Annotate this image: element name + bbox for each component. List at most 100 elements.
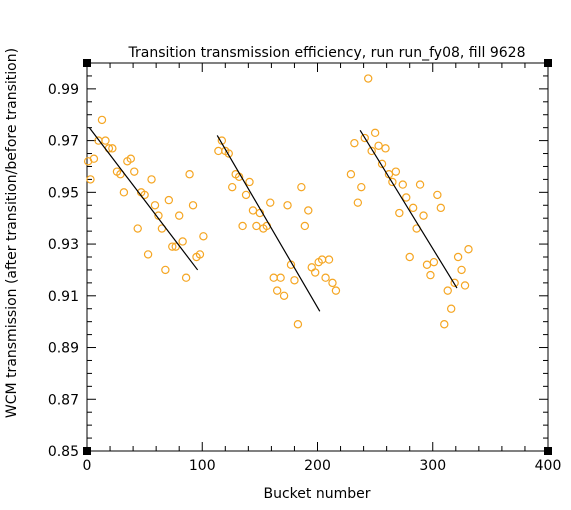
axis-ticks: 0 100 200 300 400 0.85 0.87 0.89 0.91 0.93 0.95 0.9… xyxy=(48,62,562,474)
data-point xyxy=(185,170,194,179)
data-point xyxy=(446,304,456,313)
data-point xyxy=(130,167,139,176)
data-point xyxy=(388,177,397,187)
data-point xyxy=(174,211,184,220)
data-point xyxy=(395,208,404,218)
y-tick-label: 0.93 xyxy=(48,237,79,253)
data-point xyxy=(143,250,153,259)
data-point xyxy=(381,144,390,153)
data-point xyxy=(241,190,251,200)
data-point xyxy=(450,278,459,288)
data-point xyxy=(415,180,425,189)
data-point xyxy=(422,260,432,269)
data-point xyxy=(443,286,452,295)
data-point xyxy=(283,201,292,210)
x-tick-label: 200 xyxy=(304,458,331,474)
data-point xyxy=(276,273,285,282)
data-point xyxy=(464,245,473,254)
data-point xyxy=(147,175,156,184)
data-point xyxy=(228,182,237,192)
plot-frame xyxy=(83,59,552,455)
fit-line xyxy=(216,135,321,312)
y-tick-label: 0.85 xyxy=(48,444,79,460)
x-axis-label: Bucket number xyxy=(264,486,371,502)
data-points xyxy=(83,74,473,329)
data-point xyxy=(119,188,129,197)
fit-line xyxy=(359,129,458,289)
data-point xyxy=(188,201,198,210)
data-point xyxy=(269,273,278,282)
data-point xyxy=(178,237,187,246)
data-point xyxy=(150,201,160,210)
data-point xyxy=(248,206,258,215)
x-tick-label: 400 xyxy=(535,458,562,474)
chart-title: Transition transmission efficiency, run … xyxy=(128,45,526,61)
data-point xyxy=(108,144,117,153)
x-tick-label: 100 xyxy=(189,458,216,474)
data-point xyxy=(457,265,466,275)
data-point xyxy=(391,167,401,176)
y-tick-label: 0.97 xyxy=(48,134,79,150)
data-point xyxy=(310,268,320,277)
y-tick-label: 0.87 xyxy=(48,392,79,408)
data-point xyxy=(328,278,337,288)
data-point xyxy=(199,232,208,241)
data-point xyxy=(429,257,439,267)
data-point xyxy=(405,252,414,262)
data-point xyxy=(350,138,359,148)
data-point xyxy=(297,182,306,192)
data-point xyxy=(453,252,463,262)
data-point xyxy=(245,177,254,187)
data-point xyxy=(374,141,383,150)
data-point xyxy=(126,154,135,163)
fit-lines xyxy=(88,127,458,312)
data-point xyxy=(408,203,418,213)
data-point xyxy=(266,198,275,207)
data-point xyxy=(377,159,387,169)
data-point xyxy=(168,242,177,251)
data-point xyxy=(360,133,369,143)
data-point xyxy=(357,182,366,192)
data-point xyxy=(426,270,435,280)
data-point xyxy=(133,224,142,233)
data-point xyxy=(304,206,313,215)
data-point xyxy=(433,190,442,200)
data-point xyxy=(272,286,282,295)
data-point xyxy=(161,265,170,275)
x-tick-label: 0 xyxy=(83,458,92,474)
y-tick-label: 0.91 xyxy=(48,289,79,305)
data-point xyxy=(321,273,330,282)
data-point xyxy=(224,149,233,158)
x-tick-label: 300 xyxy=(419,458,446,474)
data-point xyxy=(101,136,110,145)
data-point xyxy=(300,221,310,231)
data-point xyxy=(195,250,205,259)
data-point xyxy=(460,281,470,290)
data-point xyxy=(89,154,99,163)
data-point xyxy=(367,146,376,156)
data-point xyxy=(252,221,261,231)
data-point xyxy=(398,180,407,189)
data-point xyxy=(86,175,95,184)
data-point xyxy=(97,115,107,125)
data-point xyxy=(440,320,449,329)
data-point xyxy=(436,203,446,213)
y-tick-label: 0.99 xyxy=(48,82,79,98)
data-point xyxy=(419,211,428,220)
data-point xyxy=(324,255,334,264)
fit-line xyxy=(88,127,199,271)
y-tick-label: 0.89 xyxy=(48,341,79,357)
data-point xyxy=(402,193,411,202)
data-point xyxy=(238,221,247,231)
y-axis-label: WCM transmission (after transition/befor… xyxy=(4,48,20,418)
data-point xyxy=(307,263,316,272)
data-point xyxy=(331,286,341,295)
data-point xyxy=(370,128,380,138)
data-point xyxy=(346,170,356,179)
data-point xyxy=(181,273,191,282)
data-point xyxy=(293,320,303,329)
data-point xyxy=(214,146,223,156)
data-point xyxy=(364,74,373,83)
